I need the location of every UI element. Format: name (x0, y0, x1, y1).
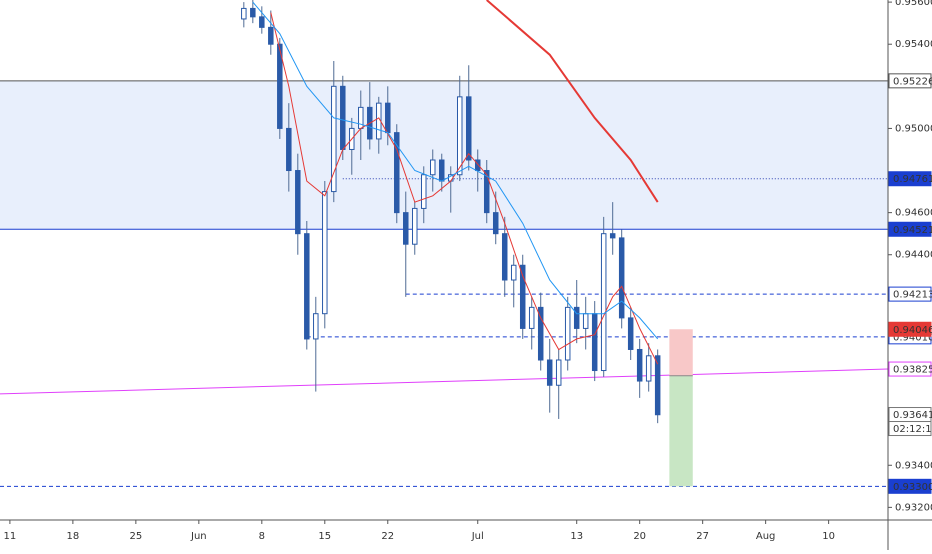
candle-body (385, 102, 391, 134)
candle-body (268, 26, 274, 45)
candle-body (519, 264, 526, 329)
candle-body (555, 359, 562, 386)
zone (0, 80, 888, 230)
candle-body (582, 313, 589, 329)
candle-body (259, 16, 265, 28)
candle-body (412, 207, 418, 245)
stop-label: 0.94046 (893, 325, 932, 336)
candle-body (421, 174, 427, 209)
level-label-box (888, 73, 932, 89)
candle-body (250, 7, 256, 18)
candle-body (474, 159, 481, 172)
candle-body (295, 170, 301, 235)
countdown-box (888, 421, 932, 437)
level-label: 0.94521 (893, 225, 932, 236)
candle-body (241, 7, 247, 20)
level-label: 0.94761 (893, 174, 932, 185)
candle-body (286, 127, 292, 172)
stop-label-box (888, 321, 932, 337)
current-price-label: 0.93641 (893, 410, 932, 421)
candle-body (304, 233, 310, 340)
candle-body (600, 233, 607, 372)
candle-body (403, 212, 409, 245)
candle-body (456, 96, 463, 176)
x-tick-label: 18 (67, 531, 80, 542)
candle-body (537, 306, 544, 361)
trendline-label-box (888, 361, 932, 377)
candle-body (654, 355, 661, 416)
x-tick-label: 8 (259, 531, 265, 542)
level-label: 0.95226 (893, 76, 932, 87)
candle-body (322, 191, 328, 315)
candle-body (564, 306, 571, 361)
x-tick-label: 25 (129, 531, 142, 542)
countdown: 02:12:19 (893, 424, 932, 435)
level-label-box (888, 286, 932, 302)
position-target (669, 375, 693, 487)
candle-body (465, 96, 472, 161)
y-tick-label: 0.93200 (895, 502, 932, 513)
candle-body (573, 306, 580, 329)
x-tick-label: 22 (381, 531, 394, 542)
candle-body (331, 85, 337, 193)
candle-body (340, 85, 346, 150)
candle-body (439, 159, 445, 182)
candle-body (645, 355, 652, 382)
candle-body (358, 106, 364, 129)
x-tick-label: 13 (570, 531, 583, 542)
position-stop (669, 329, 693, 376)
x-tick-label: 10 (822, 531, 835, 542)
x-tick-label: 20 (633, 531, 646, 542)
candle-body (492, 212, 499, 235)
trendline-label: 0.93825 (893, 365, 932, 376)
moving-average (486, 0, 659, 203)
level-label-box (888, 171, 932, 187)
candle-body (394, 132, 400, 214)
level-label-box (888, 221, 932, 237)
candle-body (430, 159, 436, 176)
x-tick-label: Aug (756, 531, 776, 542)
candle-body (636, 348, 643, 382)
level-label: 0.94213 (893, 290, 932, 301)
moving-average (270, 12, 659, 365)
candle-body (618, 237, 625, 319)
candle-body (609, 233, 616, 239)
x-tick-label: 11 (4, 531, 17, 542)
candle-body (591, 313, 598, 372)
level-label-box (888, 478, 932, 494)
moving-average (252, 1, 659, 340)
candle-body (627, 317, 634, 350)
candle-body (510, 264, 517, 281)
candle-body (501, 233, 508, 281)
candle-body (277, 43, 283, 129)
level-label: 0.94010 (893, 332, 932, 343)
candle-body (483, 170, 490, 214)
x-tick-label: 15 (318, 531, 331, 542)
trendline (0, 368, 889, 395)
time-axis (0, 520, 932, 550)
level-label: 0.93300 (893, 482, 932, 493)
candle-body (546, 359, 553, 386)
x-tick-label: 27 (696, 531, 709, 542)
x-tick-label: Jul (471, 531, 484, 542)
x-tick-label: Jun (190, 531, 207, 542)
price-axis (888, 0, 932, 550)
candle-body (528, 306, 535, 329)
candle-body (313, 313, 319, 340)
